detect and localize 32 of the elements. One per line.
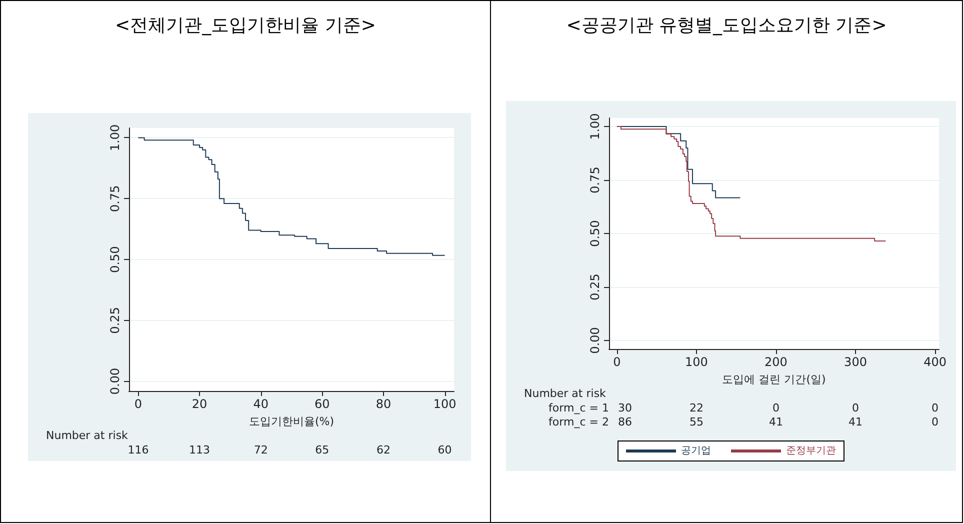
chart-title: <전체기관_도입기한비율 기준> <box>114 14 377 37</box>
y-tick-label: 0.50 <box>108 246 122 273</box>
x-tick-label: 400 <box>924 355 946 369</box>
x-tick-label: 200 <box>764 355 788 369</box>
x-axis-title: 도입에 걸린 기간(일) <box>722 373 826 386</box>
x-tick-label: 0 <box>134 397 142 411</box>
x-tick-label: 100 <box>685 355 708 369</box>
y-tick-label: 1.00 <box>108 124 122 152</box>
x-axis-title: 도입기한비율(%) <box>248 415 334 428</box>
x-tick-label: 60 <box>314 397 330 411</box>
legend-label: 준정부기관 <box>786 446 836 456</box>
x-tick-label: 40 <box>253 397 268 411</box>
chart-title: <공공기관 유형별_도입소요기한 기준> <box>565 14 888 37</box>
text: Number at risk <box>524 387 607 400</box>
x-tick-label: 300 <box>844 355 867 369</box>
y-tick-label: 1.00 <box>588 113 602 140</box>
x-tick-label: 20 <box>192 397 208 411</box>
y-tick-label: 0.25 <box>588 274 602 300</box>
y-tick-label: 0.75 <box>108 185 122 212</box>
x-tick-label: 80 <box>376 397 392 411</box>
y-tick-label: 0.75 <box>588 166 602 194</box>
y-tick-label: 0.25 <box>108 307 122 334</box>
y-tick-label: 0.50 <box>588 220 602 247</box>
legend-label: 공기업 <box>680 446 711 456</box>
y-tick-label: 0.00 <box>108 368 122 395</box>
text: Number at risk <box>46 429 129 442</box>
y-tick-label: 0.00 <box>588 327 602 354</box>
text: form_c = 1 30 22 0 0 0 <box>548 402 939 414</box>
x-tick-label: 0 <box>613 355 621 369</box>
text: 116 113 72 65 62 60 <box>128 444 452 456</box>
text: form_c = 2 86 55 41 41 0 <box>548 416 939 428</box>
x-tick-label: 100 <box>433 397 456 411</box>
